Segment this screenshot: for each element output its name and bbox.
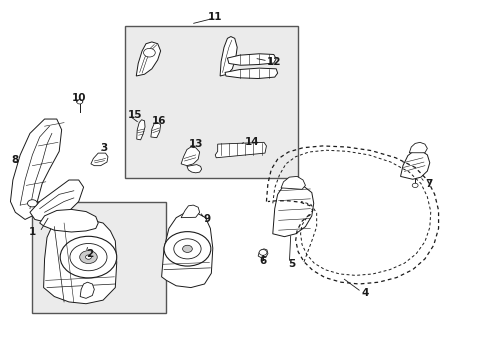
Text: 6: 6 — [259, 256, 266, 266]
Text: 5: 5 — [288, 259, 295, 269]
Circle shape — [163, 231, 210, 266]
Text: 2: 2 — [86, 248, 93, 258]
Polygon shape — [224, 68, 277, 78]
Circle shape — [173, 239, 201, 259]
Circle shape — [70, 243, 107, 271]
Circle shape — [411, 183, 417, 188]
Polygon shape — [408, 142, 427, 153]
Polygon shape — [30, 180, 83, 223]
Text: 3: 3 — [101, 143, 108, 153]
Text: 10: 10 — [71, 93, 86, 103]
Text: 15: 15 — [127, 111, 142, 121]
Circle shape — [85, 255, 91, 259]
Circle shape — [80, 251, 97, 264]
Polygon shape — [400, 150, 429, 179]
Polygon shape — [136, 42, 160, 76]
Polygon shape — [181, 147, 199, 166]
Circle shape — [60, 236, 117, 278]
Bar — [32, 202, 166, 313]
Bar — [125, 26, 298, 178]
Text: 12: 12 — [266, 57, 281, 67]
Polygon shape — [272, 184, 313, 237]
Text: 16: 16 — [152, 116, 166, 126]
Polygon shape — [40, 210, 98, 232]
Text: 1: 1 — [28, 227, 36, 237]
Polygon shape — [91, 153, 108, 166]
Text: 7: 7 — [424, 179, 431, 189]
Text: 9: 9 — [203, 215, 210, 224]
Polygon shape — [76, 100, 83, 103]
Polygon shape — [281, 176, 305, 189]
Text: 14: 14 — [244, 138, 259, 147]
Text: 11: 11 — [207, 12, 222, 22]
Polygon shape — [161, 212, 212, 288]
Polygon shape — [181, 205, 199, 218]
Polygon shape — [215, 142, 266, 158]
Polygon shape — [186, 165, 201, 173]
Polygon shape — [137, 120, 145, 140]
Polygon shape — [151, 123, 160, 138]
Circle shape — [259, 249, 266, 255]
Polygon shape — [43, 220, 117, 304]
Circle shape — [27, 200, 37, 207]
Text: 13: 13 — [188, 139, 203, 149]
Circle shape — [182, 245, 192, 252]
Polygon shape — [258, 249, 267, 258]
Polygon shape — [80, 282, 94, 298]
Polygon shape — [10, 119, 61, 220]
Text: 8: 8 — [11, 155, 19, 165]
Circle shape — [77, 100, 82, 104]
Circle shape — [143, 48, 155, 57]
Polygon shape — [227, 54, 276, 65]
Polygon shape — [220, 37, 237, 76]
Text: 4: 4 — [361, 288, 368, 298]
